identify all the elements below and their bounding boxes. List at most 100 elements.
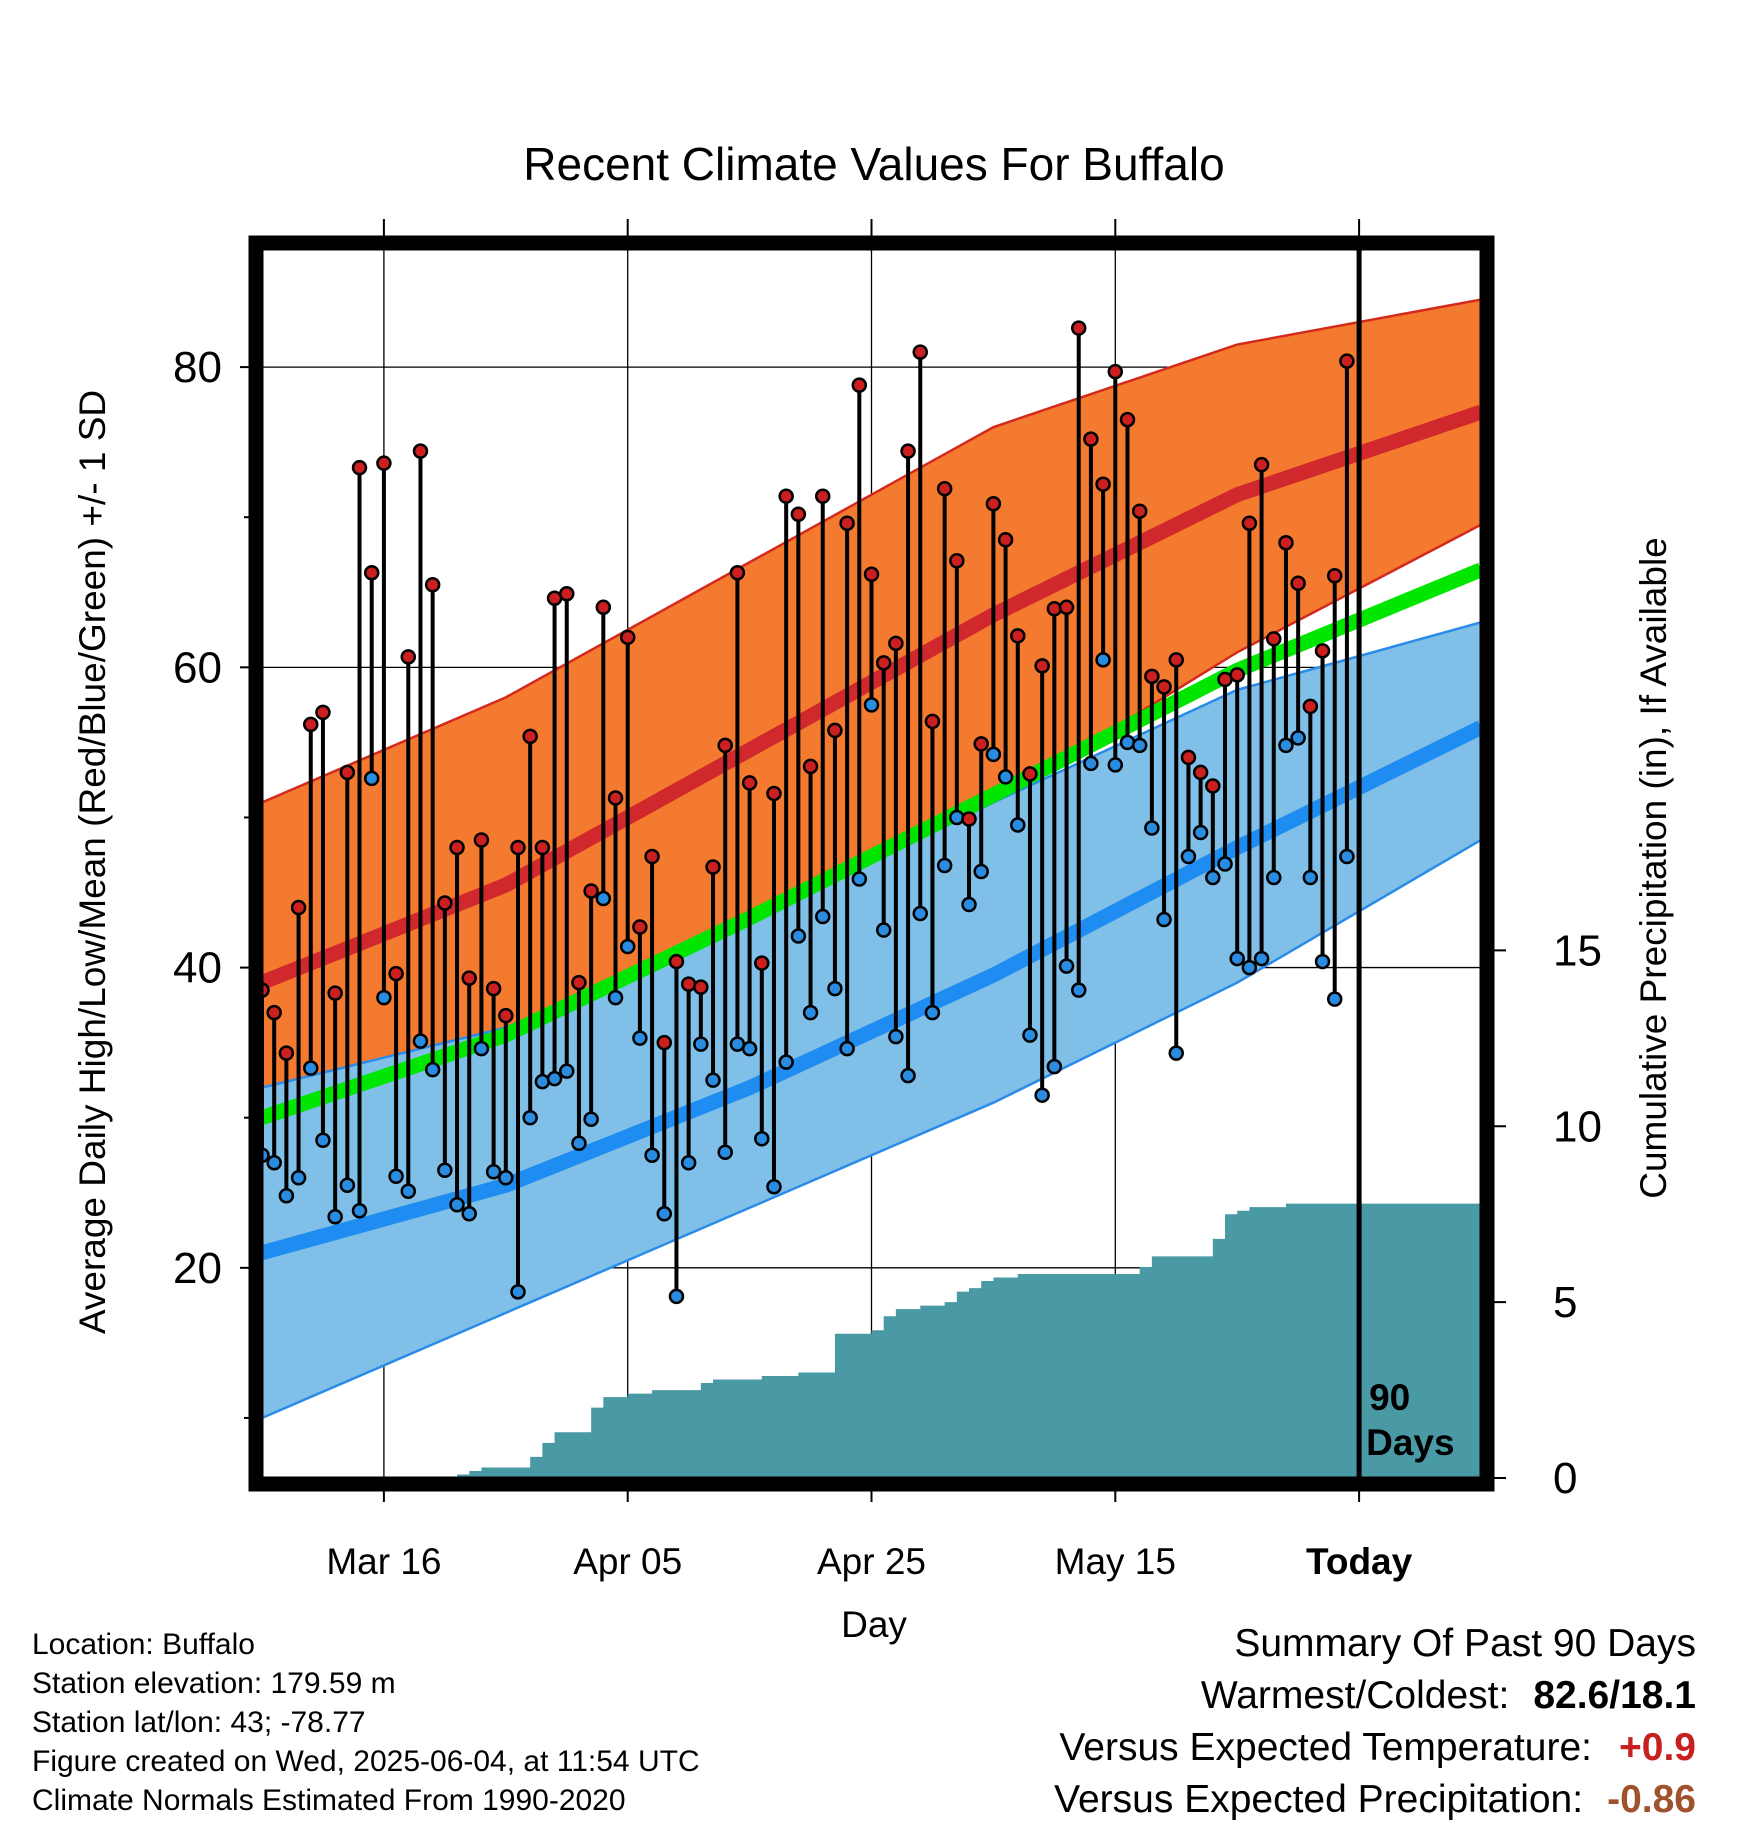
daily-high-point [1302,698,1319,715]
daily-high-point [1107,363,1124,380]
daily-high-point [449,839,465,856]
daily-high-point [1290,575,1306,592]
daily-low-point [571,1135,587,1151]
daily-high-point [339,764,356,781]
daily-low-point [668,1288,685,1305]
daily-high-point [1278,534,1294,551]
daily-low-point [278,1188,295,1204]
daily-high-point [717,737,733,754]
warmest-label: Warmest/Coldest: [1200,1674,1510,1717]
daily-low-point [1278,737,1294,754]
x-tick-label: Apr 25 [817,1541,926,1582]
daily-high-point [278,1045,295,1061]
daily-high-point [303,716,319,733]
daily-high-point [1022,766,1038,782]
daily-high-point [1229,667,1245,683]
daily-high-point [754,955,770,971]
daily-low-point [1290,730,1306,746]
daily-low-point [1192,824,1209,841]
daily-low-point [949,809,965,826]
daily-high-point [680,976,697,992]
daily-high-point [802,758,819,775]
daily-low-point [839,1040,855,1057]
low-normal-band-lower-edge [262,838,1481,1420]
daily-low-point [1241,959,1258,976]
y-tick-label: 60 [173,643,222,692]
daily-low-point [912,905,929,922]
daily-high-point [1034,658,1050,674]
daily-low-point [900,1067,916,1084]
daily-low-point [1119,734,1136,751]
daily-low-point [656,1206,673,1222]
daily-low-point [376,989,392,1006]
y-axis-label: Average Daily High/Low/Mean (Red/Blue/Gr… [72,390,113,1334]
daily-high-point [1083,431,1099,447]
daily-low-point [1314,953,1331,970]
daily-low-point [973,863,989,880]
summary-warmest-row: Warmest/Coldest: 82.6/18.1 [1054,1670,1696,1722]
daily-low-point [814,908,831,925]
y-tick-label: 20 [173,1244,222,1293]
daily-low-point [827,980,843,997]
daily-low-point [632,1030,648,1046]
y2-axis-label: Cumulative Precipitation (in), If Availa… [1633,537,1674,1199]
daily-low-point [705,1072,721,1088]
today-days-number: 90 [1369,1377,1410,1418]
summary-panel: Summary Of Past 90 Days Warmest/Coldest:… [1054,1618,1696,1826]
daily-high-point [290,899,307,916]
y2-tick-label: 15 [1553,926,1602,975]
elevation-text: Station elevation: 179.59 m [32,1667,396,1700]
daily-high-point [498,1007,514,1024]
daily-high-point [534,839,551,856]
daily-high-point [1119,411,1136,428]
daily-low-point [1083,755,1099,772]
daily-high-point [668,953,685,970]
daily-low-point [473,1040,490,1057]
daily-low-point [1266,869,1282,886]
daily-low-point [351,1203,368,1219]
daily-low-point [498,1170,514,1186]
daily-low-point [327,1209,343,1225]
x-tick-label: May 15 [1055,1541,1176,1582]
daily-high-point [729,565,746,581]
daily-low-point [424,1061,441,1078]
daily-low-point [1058,958,1075,974]
daily-low-point [339,1177,356,1194]
daily-low-point [266,1154,282,1171]
daily-high-point [961,811,977,827]
daily-low-point [1144,820,1160,836]
daily-low-point [875,922,892,938]
created-text: Figure created on Wed, 2025-06-04, at 11… [32,1745,700,1778]
daily-high-point [461,970,477,986]
daily-high-point [437,895,453,911]
daily-high-point [473,832,490,848]
daily-low-point [1229,950,1245,967]
precipitation-area [262,1203,1481,1478]
daily-low-point [449,1197,465,1213]
daily-low-point [1180,848,1197,865]
daily-high-point [424,577,441,593]
daily-high-point [741,775,758,791]
axes: 20 40 60 80 0 5 10 15 Mar 16 Apr 05 Apr 25 May 15 To… [173,219,1602,1582]
daily-high-point [1266,631,1282,647]
mean-normal-line [262,562,1481,1125]
daily-high-point [315,704,331,721]
daily-low-point [754,1130,770,1147]
x-tick-label: Apr 05 [573,1541,682,1582]
daily-high-point [400,649,417,665]
daily-low-point [1010,817,1026,833]
daily-low-point [534,1073,551,1090]
daily-low-point [1326,991,1343,1007]
daily-low-point [315,1132,331,1148]
daily-low-point [924,1004,941,1021]
daily-low-point [741,1040,758,1057]
station-info: Location: Buffalo Station elevation: 179… [32,1625,700,1820]
daily-high-point [1339,353,1355,369]
daily-high-point [571,974,587,991]
daily-low-point [1302,869,1319,886]
daily-low-point [437,1162,453,1178]
daily-high-point [949,553,965,569]
daily-high-point [363,565,380,581]
daily-low-point [559,1063,575,1079]
